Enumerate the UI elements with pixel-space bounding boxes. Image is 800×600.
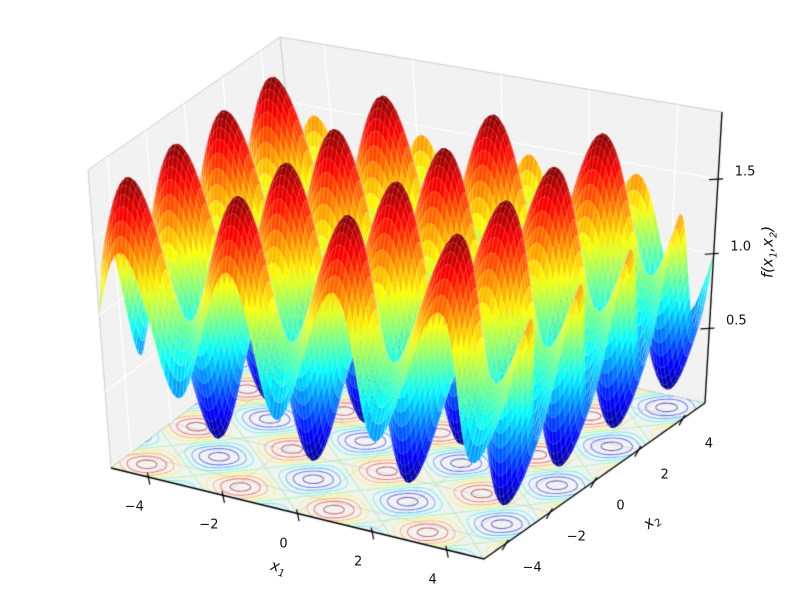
z-axis-label-sub: 1 [768, 251, 780, 259]
x1-tick-label: 4 [428, 572, 437, 588]
z-tick-label: 1.0 [730, 239, 752, 255]
x2-tick-label: 0 [616, 498, 625, 514]
z-axis-label-part: ) [758, 225, 777, 232]
x2-tick-label: 2 [660, 467, 669, 483]
x1-tick-label: −2 [199, 517, 219, 533]
x1-tick-label: 0 [279, 536, 288, 551]
z-tick-label: 1.5 [734, 164, 756, 180]
z-axis-label-part: ,x [758, 238, 777, 252]
x2-tick-label: −2 [566, 529, 586, 545]
z-axis-label-sub: 2 [768, 231, 780, 239]
z-axis-label-part: f(x [758, 258, 777, 279]
x2-tick-label: 4 [704, 436, 714, 452]
x1-tick-label: −4 [124, 499, 144, 515]
z-tick-label: 0.5 [726, 313, 747, 329]
x2-tick-label: −4 [522, 560, 542, 576]
x1-tick-label: 2 [353, 554, 363, 570]
z-axis-label: f(x1,x2) [759, 226, 780, 278]
